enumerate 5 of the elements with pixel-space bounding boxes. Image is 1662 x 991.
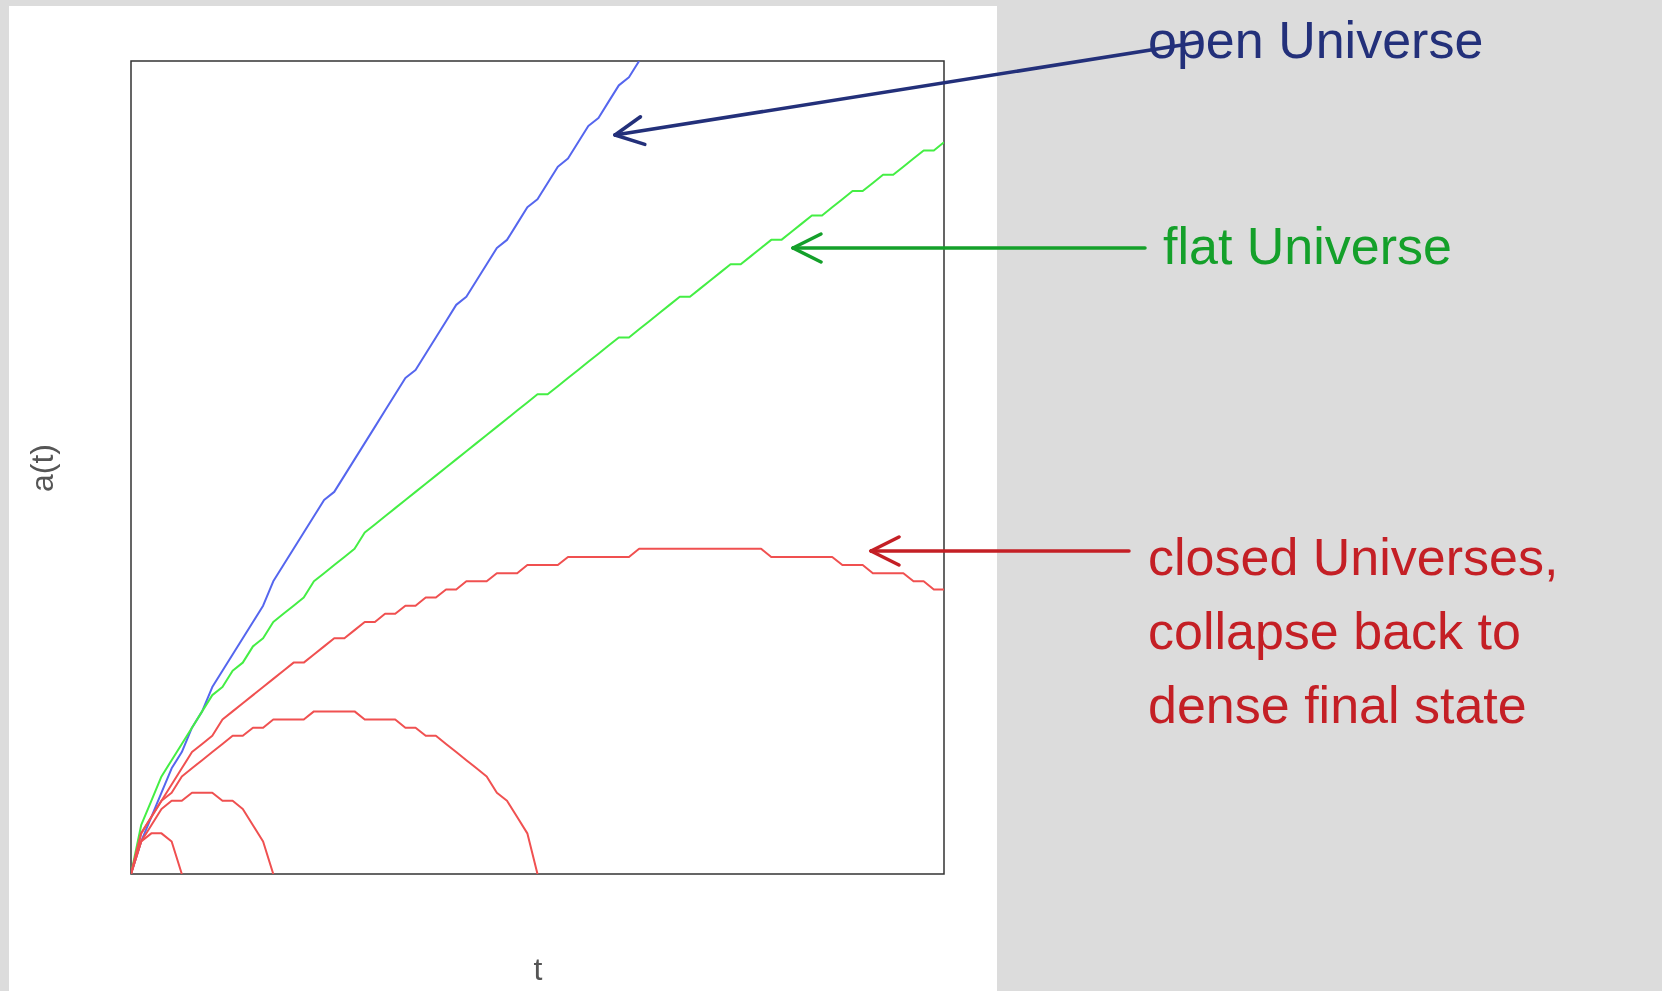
text: open Universe [1148, 11, 1484, 69]
x-axis-title: t [533, 950, 543, 987]
y-axis-title: a(t) [23, 444, 60, 492]
text: flat Universe [1163, 217, 1452, 275]
text: closed Universes, collapse back to dense final state [1148, 528, 1559, 734]
